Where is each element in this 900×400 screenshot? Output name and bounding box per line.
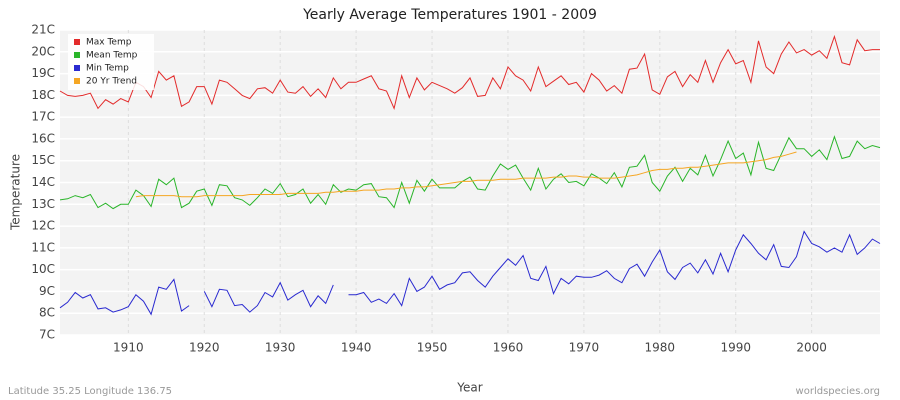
source-left: Latitude 35.25 Longitude 136.75 xyxy=(8,386,172,397)
x-tick-label: 1960 xyxy=(493,341,524,355)
x-tick-label: 1980 xyxy=(645,341,676,355)
y-tick-label: 12C xyxy=(31,219,55,233)
y-tick-label: 13C xyxy=(31,197,55,211)
x-tick-label: 1940 xyxy=(341,341,372,355)
x-axis-label: Year xyxy=(456,381,482,395)
y-tick-label: 19C xyxy=(31,66,55,80)
series-line xyxy=(59,34,880,110)
source-right: worldspecies.org xyxy=(796,386,880,397)
series-line xyxy=(135,151,797,198)
y-tick-label: 9C xyxy=(39,284,55,298)
legend-label: Mean Temp xyxy=(86,51,138,61)
x-tick-label: 1910 xyxy=(113,341,144,355)
y-tick-label: 8C xyxy=(39,306,55,320)
y-axis-label: Temperature xyxy=(9,154,23,231)
y-tick-label: 14C xyxy=(31,175,55,189)
y-tick-label: 17C xyxy=(31,110,55,124)
legend-swatch xyxy=(74,78,80,84)
x-tick-label: 1990 xyxy=(720,341,751,355)
y-tick-label: 21C xyxy=(31,23,55,37)
series-line xyxy=(59,135,881,210)
legend-box xyxy=(68,34,154,90)
series-line xyxy=(59,230,881,316)
x-tick-label: 1950 xyxy=(417,341,448,355)
y-tick-label: 18C xyxy=(31,88,55,102)
y-tick-label: 7C xyxy=(39,328,55,342)
y-tick-label: 15C xyxy=(31,153,55,167)
x-tick-label: 2000 xyxy=(796,341,827,355)
x-tick-label: 1970 xyxy=(569,341,600,355)
legend-swatch xyxy=(74,39,80,45)
y-tick-label: 11C xyxy=(31,240,55,254)
legend-label: Max Temp xyxy=(86,38,132,48)
legend-label: Min Temp xyxy=(86,64,129,74)
chart-title: Yearly Average Temperatures 1901 - 2009 xyxy=(302,7,597,23)
y-tick-label: 16C xyxy=(31,131,55,145)
x-tick-label: 1920 xyxy=(189,341,220,355)
x-tick-label: 1930 xyxy=(265,341,296,355)
legend-swatch xyxy=(74,52,80,58)
legend-swatch xyxy=(74,65,80,71)
legend-label: 20 Yr Trend xyxy=(86,77,137,87)
y-tick-label: 20C xyxy=(31,44,55,58)
y-tick-label: 10C xyxy=(31,262,55,276)
